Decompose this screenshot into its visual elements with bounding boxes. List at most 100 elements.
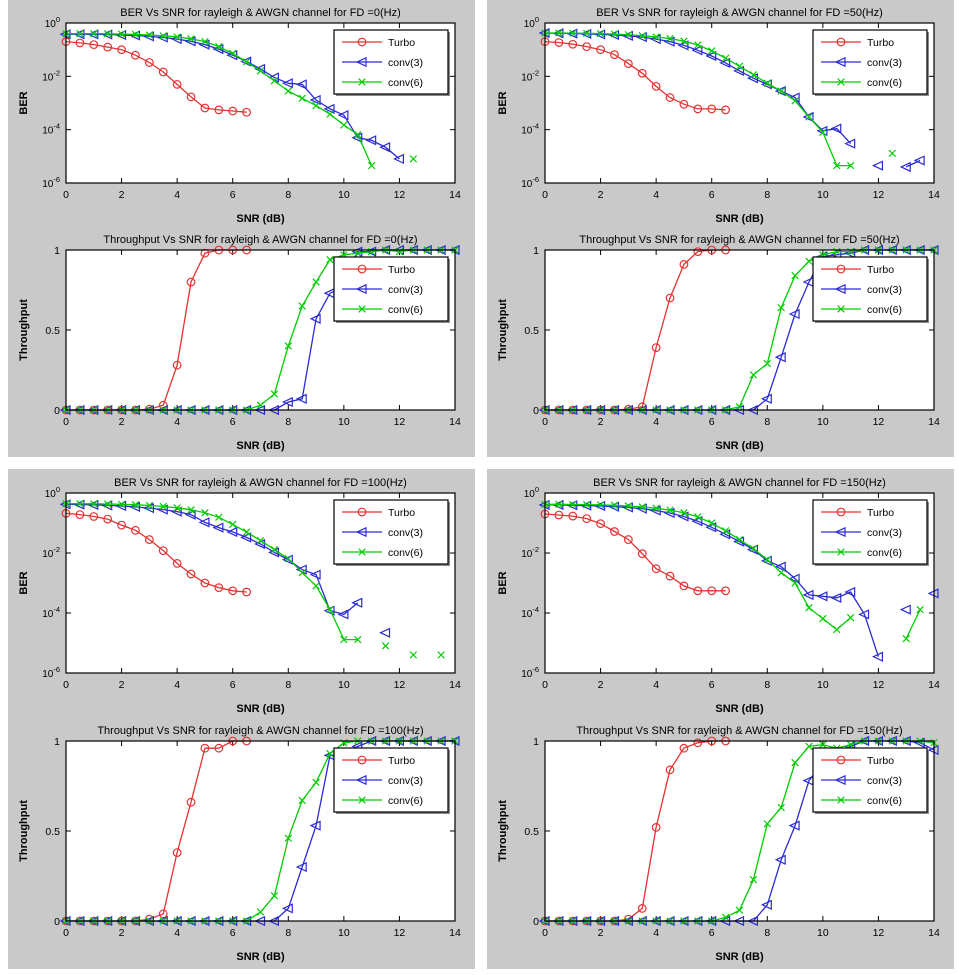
throughput-chart-fd150: 0 2 4 6 8 10 12 14 0 0.5 1 Throughput Vs SNR for ra… <box>497 725 940 963</box>
svg-text:Throughput Vs SNR for rayleigh: Throughput Vs SNR for rayleigh & AWGN ch… <box>97 725 423 737</box>
svg-text:10: 10 <box>338 927 350 939</box>
svg-text:14: 14 <box>928 679 940 691</box>
svg-text:100: 100 <box>524 15 539 30</box>
svg-text:0: 0 <box>533 405 539 417</box>
svg-text:14: 14 <box>449 416 461 428</box>
svg-text:10-4: 10-4 <box>521 122 539 137</box>
svg-text:0: 0 <box>542 679 548 691</box>
ber-chart-fd50: 0 2 4 6 8 10 12 14 100 10-2 10-4 10-6 BER Vs SNR for… <box>497 7 940 225</box>
svg-text:6: 6 <box>230 189 236 201</box>
svg-text:10: 10 <box>817 679 829 691</box>
svg-text:2: 2 <box>598 416 604 428</box>
svg-text:4: 4 <box>653 927 659 939</box>
svg-text:SNR (dB): SNR (dB) <box>236 951 285 963</box>
figure-panel-fd50: 0 2 4 6 8 10 12 14 100 10-2 10-4 10-6 BER Vs SNR for… <box>487 0 954 457</box>
svg-text:10-4: 10-4 <box>42 122 60 137</box>
svg-text:4: 4 <box>174 416 180 428</box>
svg-text:BER Vs SNR for rayleigh & AWGN: BER Vs SNR for rayleigh & AWGN channel f… <box>114 477 407 489</box>
svg-text:12: 12 <box>394 416 406 428</box>
svg-text:conv(3): conv(3) <box>388 775 423 787</box>
ber-chart-fd150: 0 2 4 6 8 10 12 14 100 10-2 10-4 10-6 BER Vs SNR for… <box>497 477 940 715</box>
svg-text:0: 0 <box>542 189 548 201</box>
svg-text:0: 0 <box>63 679 69 691</box>
svg-text:Turbo: Turbo <box>867 264 894 276</box>
svg-text:Throughput: Throughput <box>497 800 509 862</box>
svg-text:conv(3): conv(3) <box>388 527 423 539</box>
svg-text:10: 10 <box>817 927 829 939</box>
svg-text:conv(6): conv(6) <box>388 77 423 89</box>
svg-text:conv(6): conv(6) <box>867 795 902 807</box>
svg-text:8: 8 <box>764 189 770 201</box>
svg-text:Turbo: Turbo <box>388 507 415 519</box>
svg-text:14: 14 <box>449 189 461 201</box>
svg-text:SNR (dB): SNR (dB) <box>715 213 764 225</box>
svg-text:4: 4 <box>174 679 180 691</box>
svg-text:SNR (dB): SNR (dB) <box>715 703 764 715</box>
svg-text:12: 12 <box>873 189 885 201</box>
svg-text:conv(6): conv(6) <box>867 304 902 316</box>
svg-text:10-2: 10-2 <box>521 545 539 560</box>
svg-text:10: 10 <box>817 189 829 201</box>
svg-text:6: 6 <box>230 416 236 428</box>
svg-text:14: 14 <box>928 927 940 939</box>
svg-text:0: 0 <box>533 916 539 928</box>
svg-text:BER Vs SNR for rayleigh & AWGN: BER Vs SNR for rayleigh & AWGN channel f… <box>593 477 886 489</box>
svg-text:1: 1 <box>533 736 539 748</box>
svg-text:Throughput: Throughput <box>18 800 30 862</box>
svg-text:8: 8 <box>764 416 770 428</box>
svg-text:4: 4 <box>174 927 180 939</box>
svg-text:8: 8 <box>764 679 770 691</box>
svg-text:6: 6 <box>230 927 236 939</box>
svg-text:conv(3): conv(3) <box>867 527 902 539</box>
svg-text:conv(6): conv(6) <box>388 304 423 316</box>
svg-text:0: 0 <box>63 189 69 201</box>
svg-text:Throughput: Throughput <box>497 299 509 361</box>
svg-text:10: 10 <box>817 416 829 428</box>
svg-text:Turbo: Turbo <box>388 264 415 276</box>
svg-text:10-4: 10-4 <box>521 605 539 620</box>
svg-text:12: 12 <box>394 679 406 691</box>
svg-text:conv(3): conv(3) <box>867 775 902 787</box>
svg-text:6: 6 <box>709 189 715 201</box>
svg-text:2: 2 <box>598 927 604 939</box>
throughput-chart-fd100: 0 2 4 6 8 10 12 14 0 0.5 1 Throughput Vs SNR for ra… <box>18 725 461 963</box>
svg-text:6: 6 <box>709 927 715 939</box>
svg-text:6: 6 <box>709 416 715 428</box>
svg-text:conv(6): conv(6) <box>388 795 423 807</box>
svg-text:2: 2 <box>119 416 125 428</box>
svg-text:conv(6): conv(6) <box>388 547 423 559</box>
svg-text:Throughput: Throughput <box>18 299 30 361</box>
svg-text:10-6: 10-6 <box>42 665 60 680</box>
svg-text:14: 14 <box>449 679 461 691</box>
svg-text:4: 4 <box>653 416 659 428</box>
svg-text:10-6: 10-6 <box>42 175 60 190</box>
svg-text:8: 8 <box>764 927 770 939</box>
svg-text:10-2: 10-2 <box>521 68 539 83</box>
svg-text:2: 2 <box>119 189 125 201</box>
svg-text:100: 100 <box>45 15 60 30</box>
ber-chart-fd100: 0 2 4 6 8 10 12 14 100 10-2 10-4 10-6 BER Vs SNR for… <box>18 477 461 715</box>
svg-text:8: 8 <box>285 416 291 428</box>
svg-text:12: 12 <box>873 679 885 691</box>
svg-text:4: 4 <box>653 189 659 201</box>
svg-text:2: 2 <box>598 679 604 691</box>
svg-text:0.5: 0.5 <box>45 826 60 838</box>
svg-text:0.5: 0.5 <box>524 826 539 838</box>
svg-text:conv(6): conv(6) <box>867 77 902 89</box>
svg-text:BER Vs SNR for rayleigh & AWGN: BER Vs SNR for rayleigh & AWGN channel f… <box>120 7 400 19</box>
svg-text:Turbo: Turbo <box>867 37 894 49</box>
svg-text:Turbo: Turbo <box>388 755 415 767</box>
figure-panel-fd150: 0 2 4 6 8 10 12 14 100 10-2 10-4 10-6 BER Vs SNR for… <box>487 469 954 969</box>
throughput-chart-fd0: 0 2 4 6 8 10 12 14 0 0.5 1 Throughput Vs SNR for ra… <box>18 234 461 452</box>
figure-panel-fd100: 0 2 4 6 8 10 12 14 100 10-2 10-4 10-6 BER Vs SNR for… <box>8 469 475 969</box>
svg-text:SNR (dB): SNR (dB) <box>236 213 285 225</box>
svg-text:BER: BER <box>497 571 509 594</box>
svg-text:2: 2 <box>119 679 125 691</box>
svg-text:BER Vs SNR for rayleigh & AWGN: BER Vs SNR for rayleigh & AWGN channel f… <box>596 7 883 19</box>
svg-text:0.5: 0.5 <box>45 325 60 337</box>
svg-text:BER: BER <box>497 91 509 114</box>
svg-text:14: 14 <box>449 927 461 939</box>
svg-text:Turbo: Turbo <box>867 507 894 519</box>
svg-text:conv(3): conv(3) <box>388 57 423 69</box>
